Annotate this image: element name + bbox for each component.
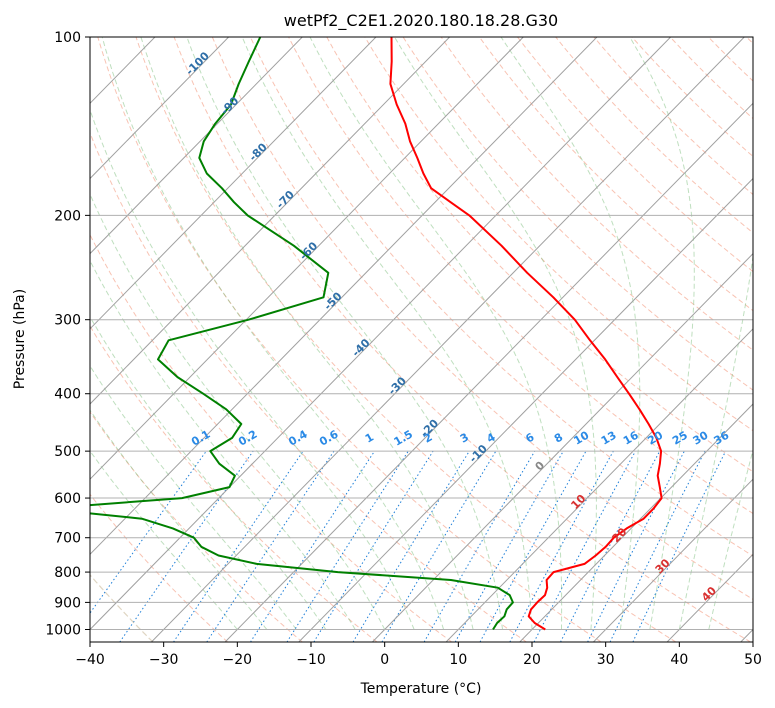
mixing-ratio-line xyxy=(509,450,614,642)
x-tick-label: 40 xyxy=(670,652,688,668)
mixing-ratio-line xyxy=(119,450,254,642)
moist-adiabat xyxy=(708,448,753,630)
y-tick-label: 500 xyxy=(54,444,81,460)
x-axis-label: Temperature (°C) xyxy=(360,681,482,697)
dry-adiabat xyxy=(90,325,378,642)
x-tick-label: −30 xyxy=(149,652,179,668)
moist-adiabat xyxy=(90,259,356,630)
y-axis-ticks: 100 200 300 400 500 600 700 800 900 1000 xyxy=(45,30,90,639)
background-reference-lines xyxy=(90,37,753,642)
moist-adiabat xyxy=(678,253,753,630)
moist-adiabat xyxy=(90,450,238,630)
mixing-ratio-line xyxy=(250,450,376,642)
profile-series xyxy=(90,37,663,631)
moist-adiabat xyxy=(309,37,563,630)
moist-adiabat xyxy=(90,108,415,630)
moist-adiabat xyxy=(140,37,474,630)
mixing-ratio-line xyxy=(173,450,304,642)
moist-adiabat xyxy=(101,37,445,630)
dry-adiabat xyxy=(478,37,753,312)
chart-title: wetPf2_C2E1.2020.180.18.28.G30 xyxy=(284,11,558,31)
isotherm xyxy=(150,37,746,642)
moist-adiabat xyxy=(500,37,641,630)
moist-adiabat xyxy=(90,409,268,630)
x-tick-label: 30 xyxy=(597,652,615,668)
moist-adiabat xyxy=(241,37,533,630)
y-tick-label: 800 xyxy=(54,565,81,581)
reference-arc xyxy=(90,574,154,642)
y-tick-label: 200 xyxy=(54,208,81,224)
mixing-ratio-line xyxy=(286,450,409,642)
temperature-line xyxy=(389,37,663,631)
mixing-ratio-line xyxy=(454,450,564,642)
y-axis-label: Pressure (hPa) xyxy=(12,289,28,389)
x-tick-label: −10 xyxy=(296,652,326,668)
dry-adiabat xyxy=(364,37,753,432)
isotherm xyxy=(445,328,753,642)
x-tick-label: 10 xyxy=(449,652,467,668)
isotherm xyxy=(224,102,753,642)
moist-adiabat xyxy=(629,37,695,630)
moist-adiabat xyxy=(90,192,386,630)
dry-adiabat xyxy=(135,37,677,642)
isotherm xyxy=(90,37,230,180)
isotherm xyxy=(90,37,525,480)
pressure-gridlines xyxy=(90,37,753,642)
y-tick-label: 700 xyxy=(54,531,81,547)
mixing-ratio-line xyxy=(533,450,636,642)
dry-adiabat xyxy=(173,37,751,642)
dry-adiabat xyxy=(440,37,753,351)
isotherm xyxy=(371,252,753,642)
isotherm xyxy=(90,37,304,255)
moist-adiabat xyxy=(394,37,597,630)
isotherm xyxy=(592,478,753,642)
moist-adiabat xyxy=(90,315,327,630)
mixing-ratio-line xyxy=(609,450,706,642)
isotherm xyxy=(90,37,598,556)
isotherm xyxy=(298,177,753,642)
y-tick-label: 900 xyxy=(54,595,81,611)
y-tick-label: 300 xyxy=(54,313,81,329)
dry-adiabat xyxy=(288,37,753,515)
x-tick-label: −20 xyxy=(223,652,253,668)
y-tick-label: 100 xyxy=(54,30,81,46)
isotherm xyxy=(519,403,753,642)
dewpoint-line xyxy=(90,37,514,631)
x-tick-label: 50 xyxy=(744,652,762,668)
y-tick-label: 400 xyxy=(54,387,81,403)
x-tick-label: −40 xyxy=(75,652,105,668)
x-tick-label: 20 xyxy=(523,652,541,668)
plot-frame xyxy=(89,36,754,643)
isotherm xyxy=(90,37,377,330)
x-tick-label: 0 xyxy=(380,652,389,668)
x-axis-ticks: −40 −30 −20 −10 0 10 20 30 40 50 xyxy=(75,642,762,668)
dry-adiabat xyxy=(249,37,753,557)
mixing-ratio-line xyxy=(90,450,207,615)
y-tick-label: 600 xyxy=(54,491,81,507)
isotherm xyxy=(90,37,451,405)
isotherm xyxy=(90,37,672,631)
mixing-ratio-line xyxy=(206,450,335,642)
y-tick-label: 1000 xyxy=(45,623,81,639)
mixing-ratio-line xyxy=(352,450,470,642)
